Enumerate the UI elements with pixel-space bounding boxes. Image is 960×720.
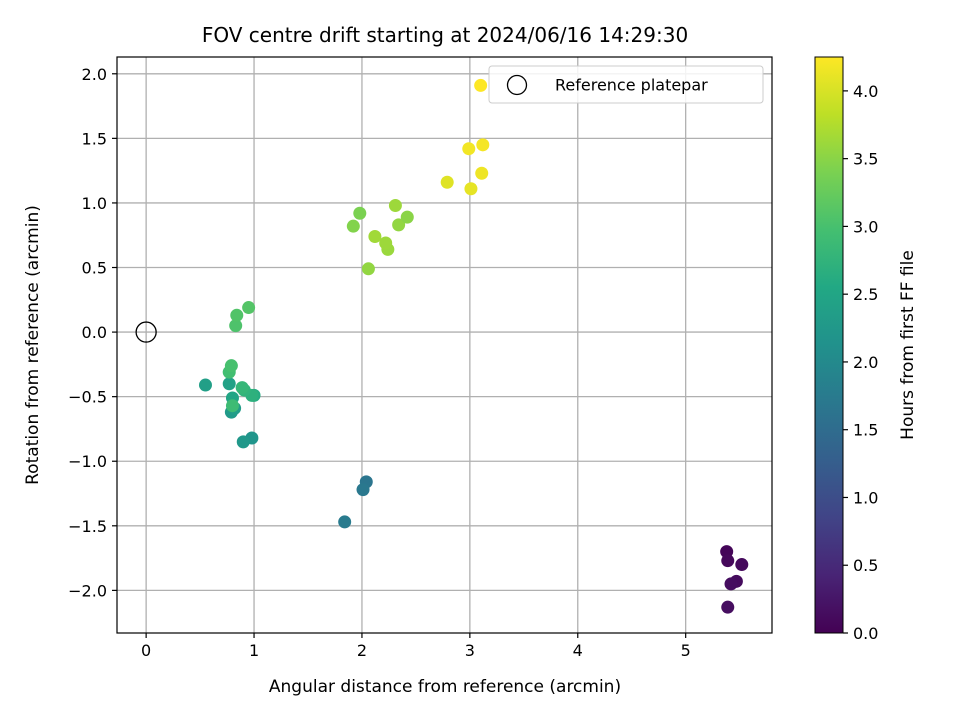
colorbar-tick-label: 4.0 (853, 82, 878, 101)
data-point (476, 138, 490, 152)
legend-entry-reference: Reference platepar (555, 76, 708, 95)
data-point (388, 199, 402, 213)
x-tick-label: 1 (249, 641, 259, 660)
legend-reference-marker (506, 74, 528, 96)
colorbar-tick-label: 0.0 (853, 624, 878, 643)
x-tick-label: 5 (681, 641, 691, 660)
colorbar-tick-label: 1.5 (853, 421, 878, 440)
data-point (236, 435, 250, 449)
data-point (224, 359, 238, 373)
reference-platepar-marker (135, 321, 157, 343)
y-tick-label: 2.0 (82, 65, 107, 84)
chart-title: FOV centre drift starting at 2024/06/16 … (202, 23, 688, 47)
y-tick-label: 1.5 (82, 129, 107, 148)
colorbar-ticks: 0.0 0.5 1.0 1.5 2.0 2.5 3.0 3.5 4.0 (843, 82, 878, 643)
data-point (724, 577, 738, 591)
colorbar-tick-label: 1.0 (853, 488, 878, 507)
data-point (229, 319, 243, 333)
data-point (222, 377, 236, 391)
colorbar-gradient (814, 56, 844, 634)
data-point (346, 219, 360, 233)
data-point (338, 515, 352, 529)
y-axis-ticks: −2.0 −1.5 −1.0 −0.5 0.0 0.5 1.0 1.5 2.0 (68, 65, 117, 600)
data-point (474, 78, 488, 92)
colorbar-tick-label: 2.0 (853, 353, 878, 372)
legend-box (488, 65, 764, 104)
data-point (721, 600, 735, 614)
data-point (440, 175, 454, 189)
data-point (721, 554, 735, 568)
data-point (353, 206, 367, 220)
data-point (225, 399, 239, 413)
colorbar-tick-label: 3.0 (853, 217, 878, 236)
reference-marker-layer (135, 321, 157, 343)
grid (117, 57, 772, 633)
data-point (464, 182, 478, 196)
data-point (356, 483, 370, 497)
y-tick-label: 0.0 (82, 323, 107, 342)
colorbar-label: Hours from first FF file (898, 250, 918, 440)
data-point (235, 381, 249, 395)
data-point (735, 558, 749, 572)
data-point (462, 142, 476, 156)
data-point (392, 218, 406, 232)
data-point (475, 166, 489, 180)
x-axis-ticks: 0 1 2 3 4 5 (141, 633, 691, 660)
y-tick-label: −2.0 (68, 581, 107, 600)
colorbar-tick-label: 2.5 (853, 285, 878, 304)
legend: Reference platepar (488, 65, 764, 104)
y-tick-label: −1.0 (68, 452, 107, 471)
colorbar-tick-label: 0.5 (853, 556, 878, 575)
data-point (368, 230, 382, 244)
y-tick-label: 1.0 (82, 194, 107, 213)
y-axis-title: Rotation from reference (arcmin) (23, 205, 43, 485)
y-tick-label: 0.5 (82, 259, 107, 278)
x-tick-label: 3 (465, 641, 475, 660)
y-tick-label: −0.5 (68, 388, 107, 407)
data-point (198, 378, 212, 392)
x-axis-title: Angular distance from reference (arcmin) (269, 677, 621, 697)
x-tick-label: 0 (141, 641, 151, 660)
data-point (230, 308, 244, 322)
data-point (242, 301, 256, 315)
x-tick-label: 4 (573, 641, 583, 660)
y-tick-label: −1.5 (68, 517, 107, 536)
data-point (361, 262, 375, 276)
colorbar: 0.0 0.5 1.0 1.5 2.0 2.5 3.0 3.5 4.0 Hours from f… (814, 56, 918, 643)
data-point (400, 210, 414, 224)
x-tick-label: 2 (357, 641, 367, 660)
data-points (198, 78, 749, 614)
colorbar-tick-label: 3.5 (853, 150, 878, 169)
data-point (379, 236, 393, 250)
plot-frame (116, 56, 773, 634)
